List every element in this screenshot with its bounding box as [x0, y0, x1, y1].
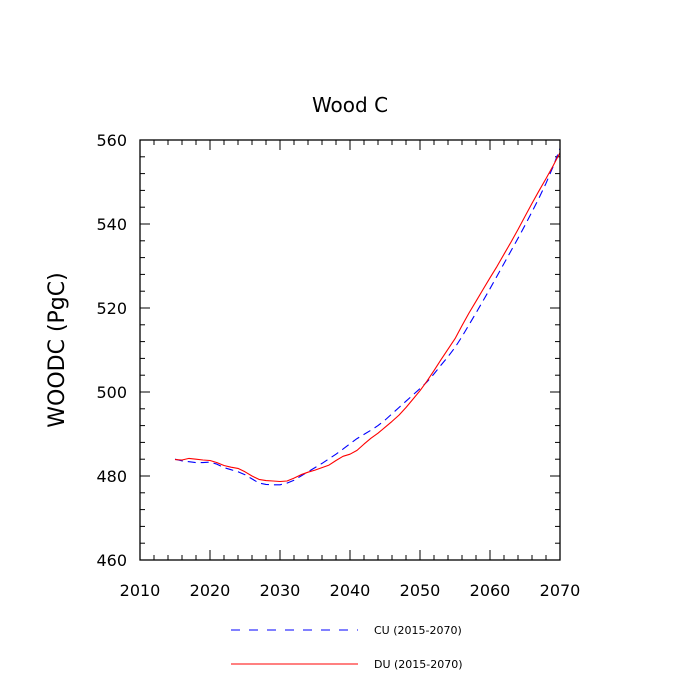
- series-line-cu: [174, 148, 561, 486]
- y-tick-label: 460: [96, 551, 127, 570]
- y-tick-label: 560: [96, 131, 127, 150]
- y-tick-label: 480: [96, 467, 127, 486]
- x-tick-label: 2010: [120, 581, 161, 600]
- plot-frame: [139, 139, 561, 561]
- y-tick-label: 500: [96, 383, 127, 402]
- axis-ticks: 2010 2020 2030 2040 2050 2060 2070 460 480 500 520…: [96, 131, 580, 600]
- y-tick-label: 520: [96, 299, 127, 318]
- x-tick-label: 2020: [190, 581, 231, 600]
- x-tick-label: 2030: [260, 581, 301, 600]
- x-tick-label: 2060: [470, 581, 511, 600]
- y-tick-label: 540: [96, 215, 127, 234]
- data-lines: [174, 148, 561, 486]
- x-tick-label: 2050: [400, 581, 441, 600]
- legend-label: CU (2015-2070): [374, 624, 462, 637]
- x-tick-label: 2040: [330, 581, 371, 600]
- x-tick-label: 2070: [540, 581, 581, 600]
- legend: CU (2015-2070) DU (2015-2070): [231, 624, 463, 671]
- y-axis-label: WOODC (PgC): [45, 272, 70, 427]
- chart-title: Wood C: [312, 93, 388, 117]
- legend-label: DU (2015-2070): [374, 658, 463, 671]
- series-line-du: [174, 152, 561, 483]
